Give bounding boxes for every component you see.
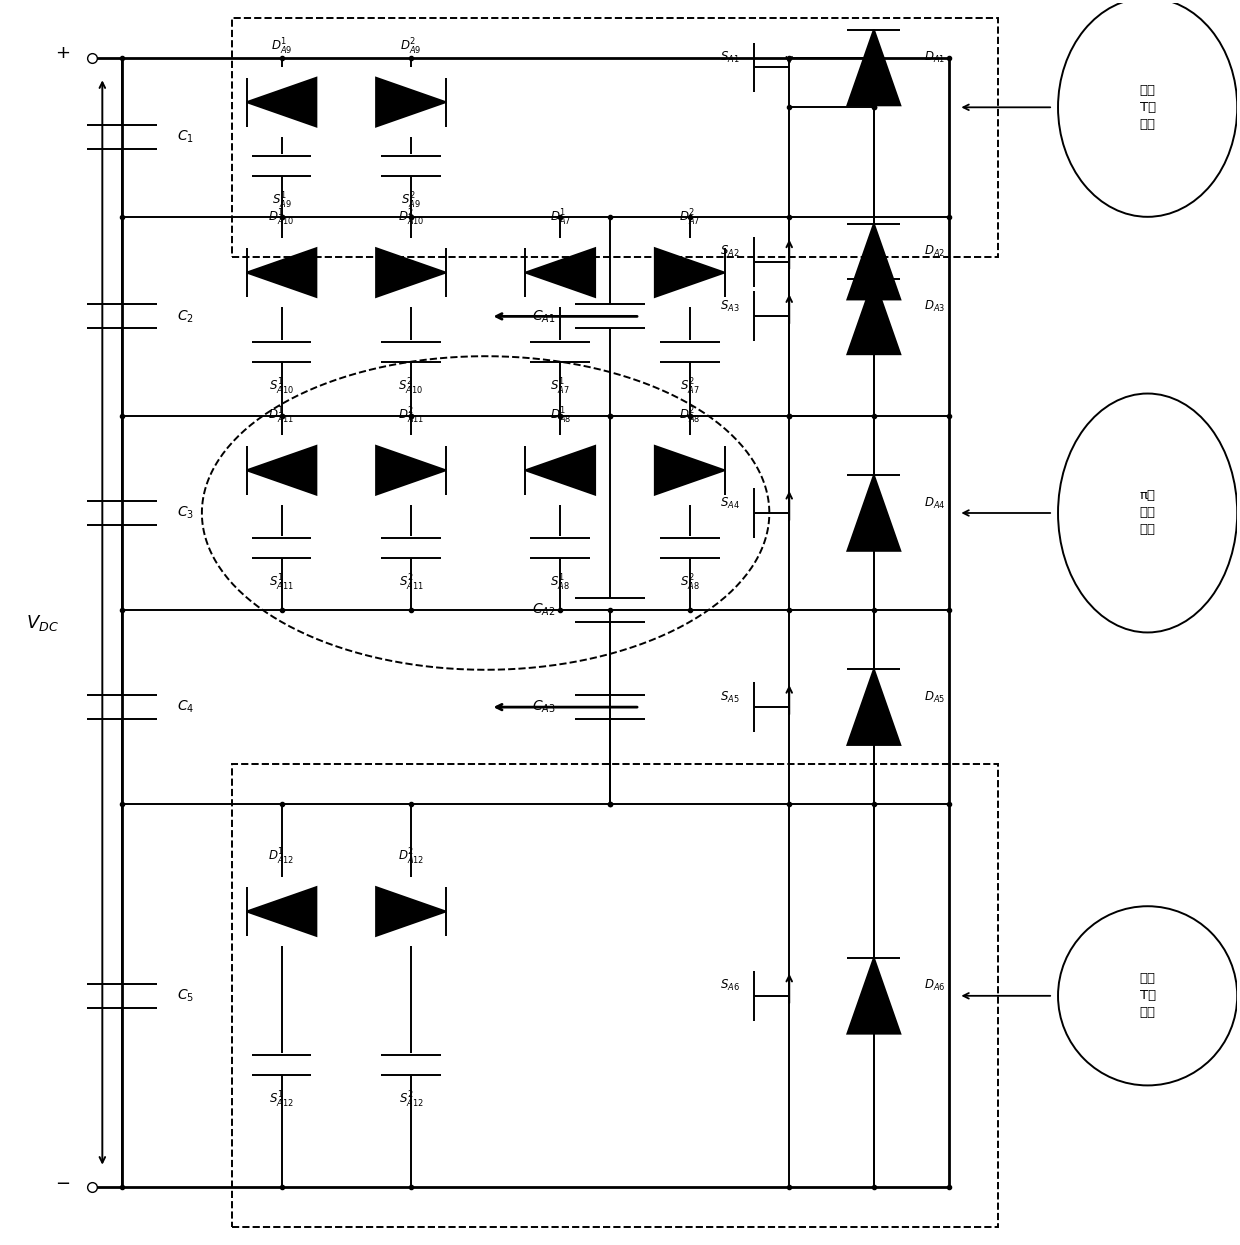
Text: $D_{A9}^{2}$: $D_{A9}^{2}$ [401, 37, 422, 57]
Text: π型
结构
单元: π型 结构 单元 [1140, 489, 1156, 537]
Text: $C_1$: $C_1$ [177, 129, 193, 146]
Text: $D_{A7}^{2}$: $D_{A7}^{2}$ [680, 208, 701, 228]
Text: $S_{A11}^{2}$: $S_{A11}^{2}$ [398, 573, 423, 593]
Polygon shape [526, 248, 595, 298]
Text: $D_{A10}^{2}$: $D_{A10}^{2}$ [398, 208, 424, 228]
Text: $D_{A2}$: $D_{A2}$ [924, 244, 945, 259]
Polygon shape [247, 77, 316, 127]
Text: $S_{A12}^{1}$: $S_{A12}^{1}$ [269, 1089, 294, 1109]
Polygon shape [847, 224, 900, 300]
Text: $C_{A1}$: $C_{A1}$ [532, 309, 556, 325]
Text: $D_{A10}^{1}$: $D_{A10}^{1}$ [268, 208, 295, 228]
Text: $D_{A8}^{1}$: $D_{A8}^{1}$ [549, 406, 570, 426]
Text: $D_{A6}$: $D_{A6}$ [924, 979, 945, 994]
Text: $C_{A3}$: $C_{A3}$ [532, 698, 556, 716]
Text: $S_{A9}^{1}$: $S_{A9}^{1}$ [272, 190, 291, 210]
Text: $S_{A11}^{1}$: $S_{A11}^{1}$ [269, 573, 294, 593]
Text: 第二
T型
单元: 第二 T型 单元 [1140, 972, 1156, 1020]
Polygon shape [847, 670, 900, 745]
Text: $S_{A8}^{1}$: $S_{A8}^{1}$ [551, 573, 570, 593]
Ellipse shape [1058, 393, 1238, 632]
Polygon shape [655, 446, 724, 494]
Text: $C_3$: $C_3$ [177, 504, 193, 522]
Polygon shape [376, 888, 446, 936]
Text: $C_2$: $C_2$ [177, 309, 193, 325]
Text: $D_{A7}^{1}$: $D_{A7}^{1}$ [549, 208, 570, 228]
Text: $S_{A1}$: $S_{A1}$ [720, 50, 739, 65]
Text: $C_4$: $C_4$ [177, 698, 195, 716]
Text: $D_{A3}$: $D_{A3}$ [924, 299, 945, 314]
Text: $D_{A12}^{2}$: $D_{A12}^{2}$ [398, 847, 424, 867]
Text: $V_{DC}$: $V_{DC}$ [26, 613, 60, 632]
Text: $D_{A5}$: $D_{A5}$ [924, 690, 945, 705]
Text: $S_{A2}$: $S_{A2}$ [720, 244, 739, 259]
Ellipse shape [1058, 906, 1238, 1086]
Polygon shape [847, 476, 900, 550]
Text: $D_{A11}^{1}$: $D_{A11}^{1}$ [268, 406, 295, 426]
Text: $S_{A3}$: $S_{A3}$ [720, 299, 739, 314]
Polygon shape [847, 957, 900, 1033]
Text: $S_{A4}$: $S_{A4}$ [719, 496, 739, 510]
Text: $C_{A2}$: $C_{A2}$ [532, 601, 556, 619]
Polygon shape [247, 446, 316, 494]
Polygon shape [847, 30, 900, 106]
Text: $S_{A8}^{2}$: $S_{A8}^{2}$ [680, 573, 699, 593]
Text: $S_{A7}^{1}$: $S_{A7}^{1}$ [551, 377, 570, 397]
Text: $S_{A10}^{1}$: $S_{A10}^{1}$ [269, 377, 294, 397]
Text: $D_{A12}^{1}$: $D_{A12}^{1}$ [268, 847, 295, 867]
Text: $C_5$: $C_5$ [177, 987, 195, 1003]
Polygon shape [526, 446, 595, 494]
Text: $S_{A6}$: $S_{A6}$ [719, 979, 739, 994]
Polygon shape [376, 446, 446, 494]
Text: $S_{A10}^{2}$: $S_{A10}^{2}$ [398, 377, 423, 397]
Polygon shape [655, 248, 724, 298]
Text: $D_{A4}$: $D_{A4}$ [924, 496, 945, 510]
Polygon shape [247, 248, 316, 298]
Text: $D_{A11}^{2}$: $D_{A11}^{2}$ [398, 406, 424, 426]
Text: $S_{A12}^{2}$: $S_{A12}^{2}$ [398, 1089, 423, 1109]
Text: $S_{A5}$: $S_{A5}$ [720, 690, 739, 705]
Text: $D_{A1}$: $D_{A1}$ [924, 50, 945, 65]
Text: $S_{A7}^{2}$: $S_{A7}^{2}$ [680, 377, 699, 397]
Text: $+$: $+$ [55, 44, 71, 61]
Text: $D_{A8}^{2}$: $D_{A8}^{2}$ [680, 406, 701, 426]
Text: $D_{A9}^{1}$: $D_{A9}^{1}$ [270, 37, 293, 57]
Text: $-$: $-$ [55, 1174, 71, 1191]
Text: 第一
T型
单元: 第一 T型 单元 [1140, 83, 1156, 131]
Polygon shape [376, 77, 446, 127]
Polygon shape [847, 279, 900, 355]
Polygon shape [247, 888, 316, 936]
Polygon shape [376, 248, 446, 298]
Ellipse shape [1058, 0, 1238, 217]
Text: $S_{A9}^{2}$: $S_{A9}^{2}$ [401, 190, 420, 210]
